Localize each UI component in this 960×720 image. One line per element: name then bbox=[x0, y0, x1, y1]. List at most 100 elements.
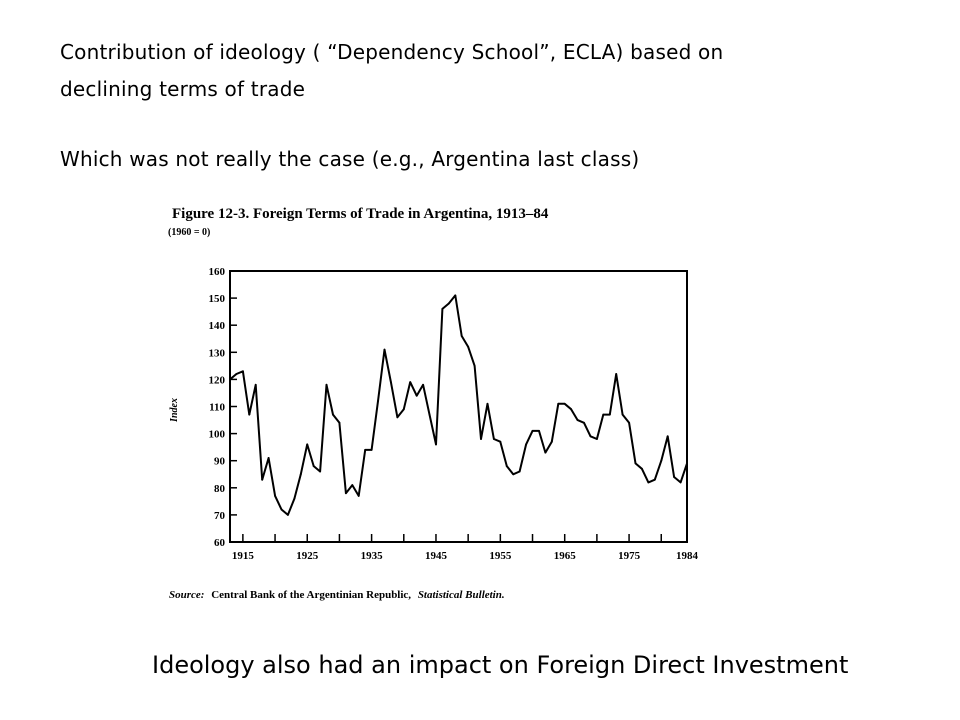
x-tick-label: 1915 bbox=[232, 550, 255, 562]
figure-subtitle: (1960 = 0) bbox=[168, 227, 210, 238]
data-point bbox=[641, 467, 643, 470]
data-point bbox=[390, 381, 392, 384]
x-tick-label: 1975 bbox=[618, 550, 641, 562]
data-point bbox=[608, 413, 611, 416]
y-tick-label: 80 bbox=[214, 483, 226, 495]
data-point bbox=[595, 438, 598, 440]
data-point bbox=[557, 402, 560, 405]
data-point bbox=[422, 383, 424, 386]
source-text: Central Bank of the Argentinian Republic… bbox=[211, 589, 411, 601]
y-tick-label: 140 bbox=[209, 320, 226, 332]
data-point bbox=[679, 481, 682, 484]
data-point bbox=[364, 448, 367, 451]
y-tick-label: 160 bbox=[209, 266, 226, 278]
x-axis: 1915 1925 1935 1945 1955 1965 1975 1984 bbox=[232, 534, 699, 562]
data-point bbox=[493, 438, 495, 440]
data-point bbox=[248, 413, 251, 416]
data-point bbox=[602, 413, 605, 416]
data-point bbox=[531, 429, 534, 432]
data-point bbox=[332, 413, 334, 416]
x-tick-label: 1925 bbox=[296, 550, 319, 562]
slide-line-2: declining terms of trade bbox=[60, 77, 306, 101]
data-point bbox=[570, 408, 573, 411]
data-point bbox=[229, 378, 231, 381]
data-point bbox=[518, 470, 521, 473]
data-point bbox=[299, 473, 302, 476]
data-point bbox=[544, 451, 547, 454]
data-point bbox=[550, 440, 553, 443]
x-tick-label: 1965 bbox=[554, 550, 577, 562]
terms-of-trade-figure: Figure 12-3. Foreign Terms of Trade in A… bbox=[160, 195, 720, 615]
data-point bbox=[338, 421, 341, 424]
data-point bbox=[505, 465, 508, 468]
data-point bbox=[589, 435, 592, 438]
y-tick-label: 120 bbox=[209, 374, 226, 386]
figure-source: Source: Central Bank of the Argentinian … bbox=[169, 589, 505, 601]
data-point bbox=[235, 373, 238, 375]
data-point bbox=[306, 443, 309, 446]
data-point bbox=[454, 294, 457, 297]
data-point bbox=[673, 476, 676, 478]
x-tick-label: 1955 bbox=[489, 550, 512, 562]
data-point bbox=[686, 462, 688, 465]
line-chart: Figure 12-3. Foreign Terms of Trade in A… bbox=[168, 206, 699, 601]
data-point bbox=[254, 383, 257, 386]
data-point bbox=[628, 421, 630, 424]
y-tick-label: 60 bbox=[214, 537, 226, 549]
data-point bbox=[647, 481, 650, 484]
data-point bbox=[241, 370, 244, 373]
source-label: Source: bbox=[169, 589, 204, 601]
data-point bbox=[480, 438, 482, 440]
data-point bbox=[653, 478, 656, 481]
data-point bbox=[415, 394, 418, 397]
data-point bbox=[319, 470, 322, 473]
data-point bbox=[512, 473, 515, 476]
data-point bbox=[274, 495, 276, 497]
data-point bbox=[383, 348, 386, 351]
data-point bbox=[615, 373, 618, 375]
data-point bbox=[396, 416, 399, 419]
data-point bbox=[351, 484, 354, 486]
data-point bbox=[538, 429, 540, 432]
data-point bbox=[267, 457, 270, 459]
data-point bbox=[447, 302, 450, 305]
slide-line-1: Contribution of ideology ( “Dependency S… bbox=[60, 40, 724, 64]
data-point bbox=[460, 335, 463, 337]
data-point bbox=[344, 492, 347, 495]
y-tick-label: 90 bbox=[214, 456, 226, 468]
data-point bbox=[666, 435, 669, 438]
data-point bbox=[499, 440, 502, 443]
data-point bbox=[377, 400, 379, 402]
data-point bbox=[660, 459, 663, 462]
data-point bbox=[563, 402, 566, 405]
figure-title: Figure 12-3. Foreign Terms of Trade in A… bbox=[172, 206, 549, 222]
y-axis-label: Index bbox=[169, 398, 180, 423]
series-line bbox=[229, 294, 688, 516]
data-point bbox=[409, 381, 412, 384]
x-tick-label: 1935 bbox=[361, 550, 384, 562]
y-tick-label: 130 bbox=[209, 347, 226, 359]
data-point bbox=[287, 514, 289, 516]
data-point bbox=[467, 345, 470, 348]
data-point bbox=[293, 497, 296, 500]
data-point bbox=[325, 383, 328, 386]
x-tick-label: 1945 bbox=[425, 550, 448, 562]
source-italic: Statistical Bulletin. bbox=[418, 589, 505, 601]
data-point bbox=[428, 413, 431, 416]
y-axis: 60 70 80 90 100 110 120 130 140 150 160 bbox=[209, 266, 237, 549]
data-point bbox=[525, 443, 527, 446]
data-point bbox=[576, 419, 579, 421]
data-point bbox=[357, 495, 360, 497]
data-point bbox=[261, 478, 264, 481]
data-point bbox=[435, 443, 437, 446]
y-tick-label: 150 bbox=[209, 293, 226, 305]
data-point bbox=[486, 402, 489, 405]
slide-footer: Ideology also had an impact on Foreign D… bbox=[152, 651, 849, 679]
y-tick-label: 70 bbox=[214, 510, 226, 522]
y-tick-label: 100 bbox=[209, 429, 226, 441]
data-point bbox=[583, 421, 585, 424]
data-point bbox=[280, 508, 283, 511]
data-point bbox=[473, 364, 476, 367]
x-tick-label: 1984 bbox=[676, 550, 699, 562]
data-point bbox=[441, 308, 444, 310]
